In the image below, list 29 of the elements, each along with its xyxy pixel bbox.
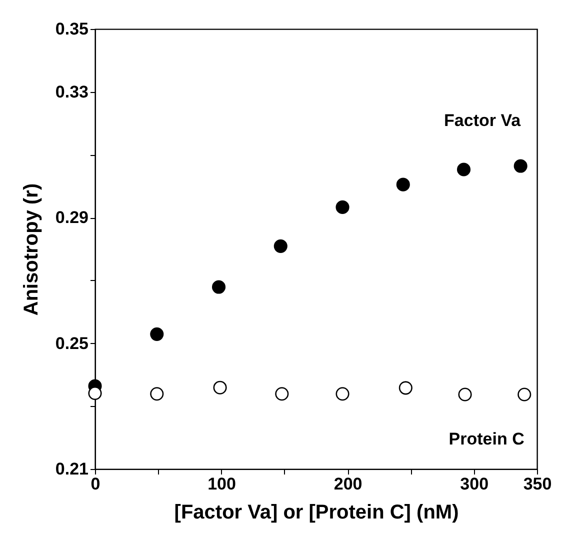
point <box>458 388 472 402</box>
x-tick-label: 350 <box>523 474 552 494</box>
x-tick-label: 200 <box>334 474 362 494</box>
point <box>150 387 164 401</box>
point <box>456 162 471 176</box>
point <box>213 380 227 394</box>
point <box>336 200 350 214</box>
x-tick-label: 100 <box>208 474 236 494</box>
point <box>336 387 350 401</box>
point <box>274 239 288 253</box>
point <box>396 178 410 192</box>
x-tick-label: 0 <box>90 474 100 494</box>
point <box>212 280 226 294</box>
point <box>150 327 164 341</box>
y-axis-title: Anisotropy (r) <box>20 183 42 316</box>
y-tick-label: 0.33 <box>55 82 88 102</box>
y-tick-label: 0.35 <box>55 20 88 38</box>
x-tick-label: 300 <box>460 474 489 494</box>
series-label: Protein C <box>448 430 524 449</box>
point <box>514 159 528 173</box>
point <box>275 387 289 401</box>
point <box>398 381 412 395</box>
y-tick-label: 0.21 <box>55 460 88 478</box>
x-axis-title: [Factor Va] or [Protein C] (nM) <box>174 502 459 524</box>
series-label: Factor Va <box>444 111 522 130</box>
point <box>518 388 532 402</box>
point <box>88 386 102 400</box>
y-tick-label: 0.25 <box>55 334 88 353</box>
y-tick-label: 0.29 <box>55 208 88 228</box>
